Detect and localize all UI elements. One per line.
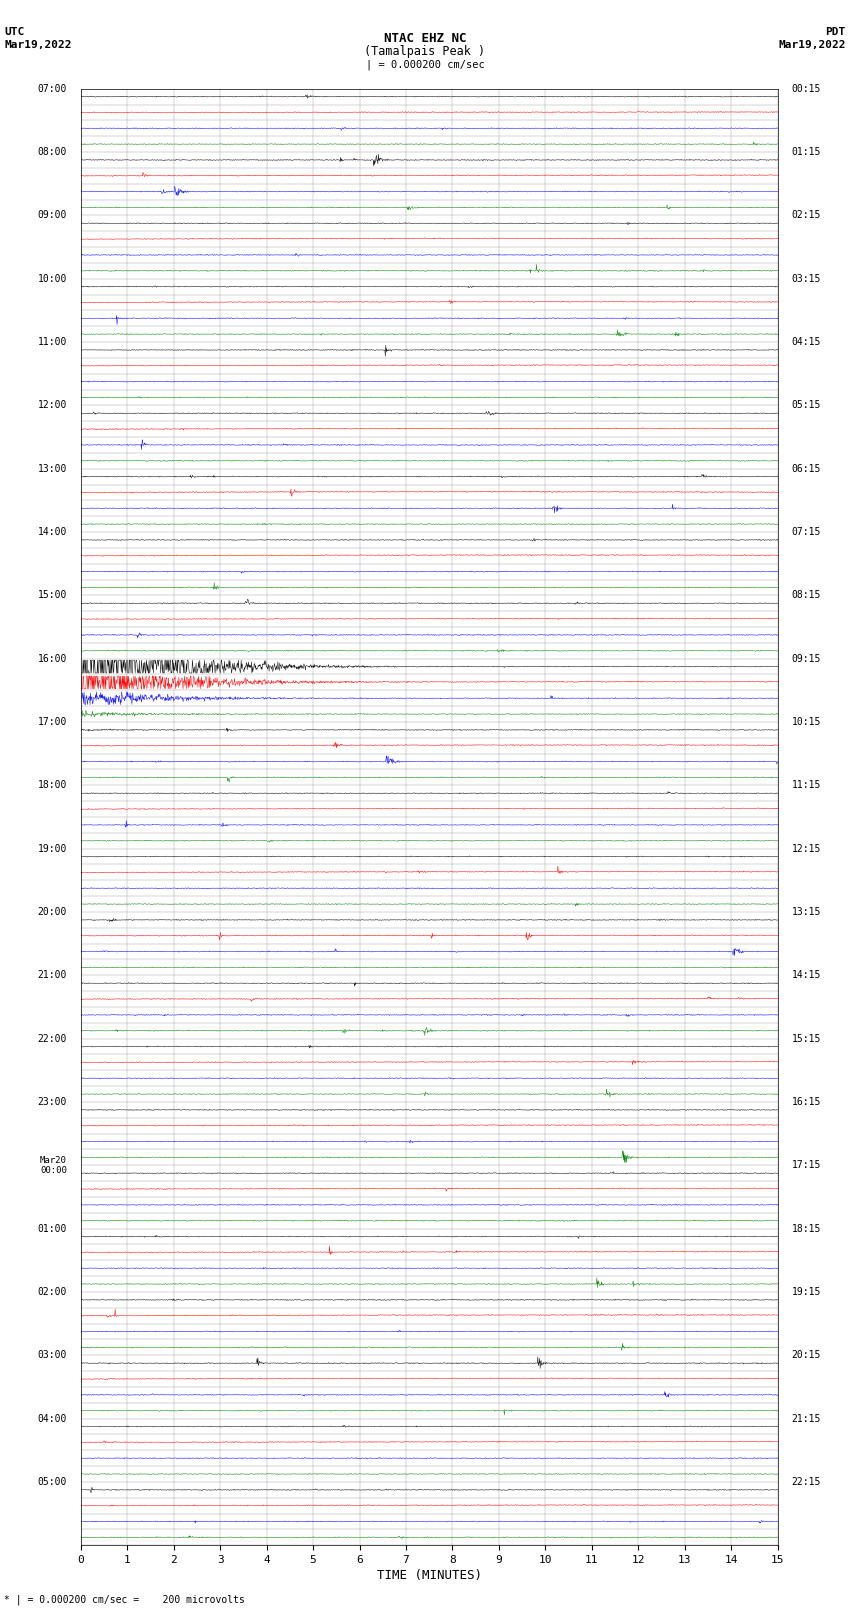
Text: 22:15: 22:15 bbox=[791, 1478, 821, 1487]
Text: 17:15: 17:15 bbox=[791, 1160, 821, 1171]
Text: 14:00: 14:00 bbox=[37, 527, 67, 537]
Text: | = 0.000200 cm/sec: | = 0.000200 cm/sec bbox=[366, 60, 484, 71]
Text: 12:15: 12:15 bbox=[791, 844, 821, 853]
Text: 02:15: 02:15 bbox=[791, 210, 821, 221]
Text: 10:00: 10:00 bbox=[37, 274, 67, 284]
Text: 21:15: 21:15 bbox=[791, 1413, 821, 1424]
Text: 18:00: 18:00 bbox=[37, 781, 67, 790]
Text: 13:00: 13:00 bbox=[37, 463, 67, 474]
Text: UTC: UTC bbox=[4, 27, 25, 37]
Text: 03:00: 03:00 bbox=[37, 1350, 67, 1360]
Text: 23:00: 23:00 bbox=[37, 1097, 67, 1107]
Text: 04:15: 04:15 bbox=[791, 337, 821, 347]
Text: (Tamalpais Peak ): (Tamalpais Peak ) bbox=[365, 45, 485, 58]
Text: 00:15: 00:15 bbox=[791, 84, 821, 94]
Text: 08:15: 08:15 bbox=[791, 590, 821, 600]
Text: NTAC EHZ NC: NTAC EHZ NC bbox=[383, 32, 467, 45]
Text: 07:15: 07:15 bbox=[791, 527, 821, 537]
Text: 21:00: 21:00 bbox=[37, 971, 67, 981]
Text: 14:15: 14:15 bbox=[791, 971, 821, 981]
Text: 01:00: 01:00 bbox=[37, 1224, 67, 1234]
Text: 09:15: 09:15 bbox=[791, 653, 821, 663]
Text: 07:00: 07:00 bbox=[37, 84, 67, 94]
Text: 06:15: 06:15 bbox=[791, 463, 821, 474]
Text: 01:15: 01:15 bbox=[791, 147, 821, 156]
Text: 13:15: 13:15 bbox=[791, 907, 821, 916]
Text: 11:15: 11:15 bbox=[791, 781, 821, 790]
Text: PDT: PDT bbox=[825, 27, 846, 37]
Text: 20:00: 20:00 bbox=[37, 907, 67, 916]
Text: 16:15: 16:15 bbox=[791, 1097, 821, 1107]
Text: 19:15: 19:15 bbox=[791, 1287, 821, 1297]
Text: 12:00: 12:00 bbox=[37, 400, 67, 410]
Text: 05:15: 05:15 bbox=[791, 400, 821, 410]
Text: 09:00: 09:00 bbox=[37, 210, 67, 221]
Text: 05:00: 05:00 bbox=[37, 1478, 67, 1487]
Text: 11:00: 11:00 bbox=[37, 337, 67, 347]
Text: Mar19,2022: Mar19,2022 bbox=[4, 40, 71, 50]
Text: 03:15: 03:15 bbox=[791, 274, 821, 284]
Text: 08:00: 08:00 bbox=[37, 147, 67, 156]
Text: 17:00: 17:00 bbox=[37, 718, 67, 727]
Text: 18:15: 18:15 bbox=[791, 1224, 821, 1234]
Text: 10:15: 10:15 bbox=[791, 718, 821, 727]
Text: 02:00: 02:00 bbox=[37, 1287, 67, 1297]
Text: Mar20
00:00: Mar20 00:00 bbox=[40, 1155, 67, 1174]
Text: 15:15: 15:15 bbox=[791, 1034, 821, 1044]
Text: 04:00: 04:00 bbox=[37, 1413, 67, 1424]
Text: * | = 0.000200 cm/sec =    200 microvolts: * | = 0.000200 cm/sec = 200 microvolts bbox=[4, 1594, 245, 1605]
X-axis label: TIME (MINUTES): TIME (MINUTES) bbox=[377, 1569, 482, 1582]
Text: 16:00: 16:00 bbox=[37, 653, 67, 663]
Text: 19:00: 19:00 bbox=[37, 844, 67, 853]
Text: 15:00: 15:00 bbox=[37, 590, 67, 600]
Text: 20:15: 20:15 bbox=[791, 1350, 821, 1360]
Text: 22:00: 22:00 bbox=[37, 1034, 67, 1044]
Text: Mar19,2022: Mar19,2022 bbox=[779, 40, 846, 50]
